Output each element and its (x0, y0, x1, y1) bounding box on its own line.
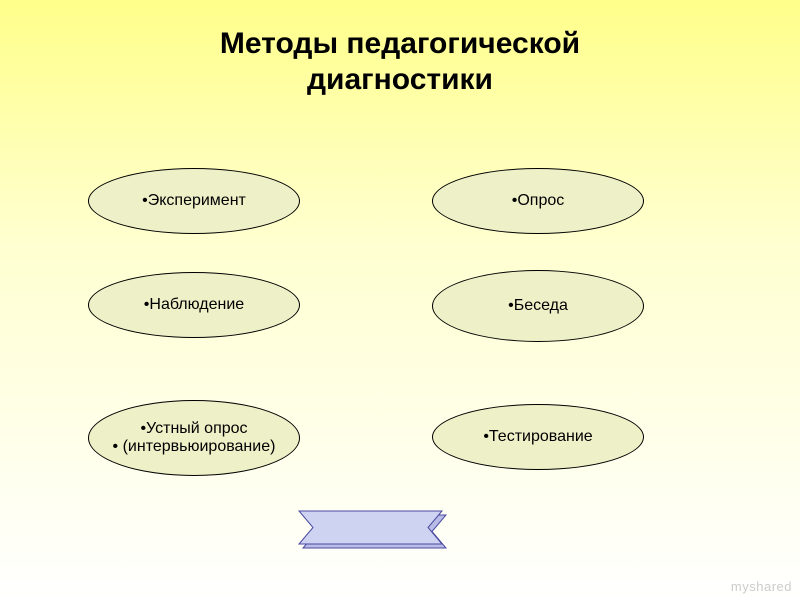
title-line1: Методы педагогической (0, 26, 800, 62)
ellipse-label: •Устный опрос (140, 420, 247, 438)
title-line2: диагностики (0, 62, 800, 98)
ellipse-label: •Наблюдение (144, 296, 244, 314)
ellipse-label: •Опрос (512, 192, 565, 210)
watermark: myshared (731, 579, 792, 594)
ribbon-icon (298, 510, 448, 550)
ellipse-label: • (интервьюирование) (113, 438, 276, 456)
ellipse-experiment: •Эксперимент (88, 168, 300, 234)
ellipse-label: •Тестирование (483, 428, 592, 446)
ellipse-label: •Эксперимент (142, 192, 246, 210)
ellipse-observe: •Наблюдение (88, 272, 300, 338)
ellipse-interview: •Устный опрос• (интервьюирование) (88, 400, 300, 476)
ribbon-banner (298, 510, 448, 555)
ellipse-beseda: •Беседа (432, 270, 644, 342)
ellipse-testing: •Тестирование (432, 404, 644, 470)
ellipse-label: •Беседа (508, 297, 568, 315)
page-title: Методы педагогической диагностики (0, 0, 800, 98)
ellipse-opros: •Опрос (432, 168, 644, 234)
